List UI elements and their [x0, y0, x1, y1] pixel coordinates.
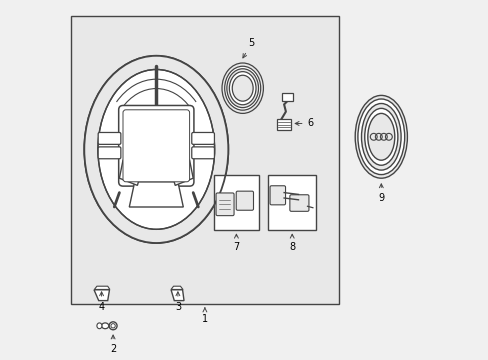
Ellipse shape: [98, 69, 214, 229]
Text: 1: 1: [202, 308, 207, 324]
FancyBboxPatch shape: [119, 105, 194, 186]
Text: 9: 9: [377, 184, 384, 203]
Polygon shape: [168, 160, 193, 185]
Ellipse shape: [232, 75, 253, 101]
FancyBboxPatch shape: [236, 191, 253, 210]
Ellipse shape: [222, 63, 263, 113]
FancyBboxPatch shape: [98, 147, 121, 159]
Text: 5: 5: [243, 38, 254, 58]
Ellipse shape: [364, 108, 397, 165]
Text: 6: 6: [295, 118, 313, 129]
FancyBboxPatch shape: [191, 147, 214, 159]
FancyBboxPatch shape: [123, 110, 189, 182]
Ellipse shape: [361, 104, 400, 170]
FancyBboxPatch shape: [269, 186, 285, 205]
Ellipse shape: [97, 323, 102, 329]
Ellipse shape: [226, 69, 258, 108]
FancyBboxPatch shape: [282, 93, 292, 101]
Ellipse shape: [84, 56, 228, 243]
FancyBboxPatch shape: [267, 175, 316, 230]
Polygon shape: [129, 182, 183, 207]
FancyBboxPatch shape: [216, 193, 234, 216]
FancyBboxPatch shape: [276, 119, 290, 130]
Ellipse shape: [354, 95, 407, 178]
Ellipse shape: [109, 322, 117, 330]
FancyBboxPatch shape: [191, 132, 214, 144]
Polygon shape: [94, 286, 110, 289]
Polygon shape: [119, 160, 144, 185]
Text: 3: 3: [175, 292, 181, 312]
Polygon shape: [94, 290, 109, 301]
Ellipse shape: [229, 72, 256, 105]
Ellipse shape: [102, 323, 108, 329]
Ellipse shape: [367, 113, 394, 160]
Ellipse shape: [84, 56, 228, 243]
Ellipse shape: [111, 324, 115, 328]
FancyBboxPatch shape: [289, 195, 308, 211]
Ellipse shape: [357, 99, 404, 175]
FancyBboxPatch shape: [71, 16, 339, 304]
Text: 7: 7: [233, 234, 239, 252]
Polygon shape: [171, 286, 183, 289]
Polygon shape: [171, 290, 183, 301]
FancyBboxPatch shape: [213, 175, 258, 230]
Ellipse shape: [224, 66, 260, 110]
FancyBboxPatch shape: [98, 132, 121, 144]
Text: 2: 2: [110, 335, 116, 354]
Text: 4: 4: [98, 292, 104, 312]
Text: 8: 8: [288, 234, 295, 252]
